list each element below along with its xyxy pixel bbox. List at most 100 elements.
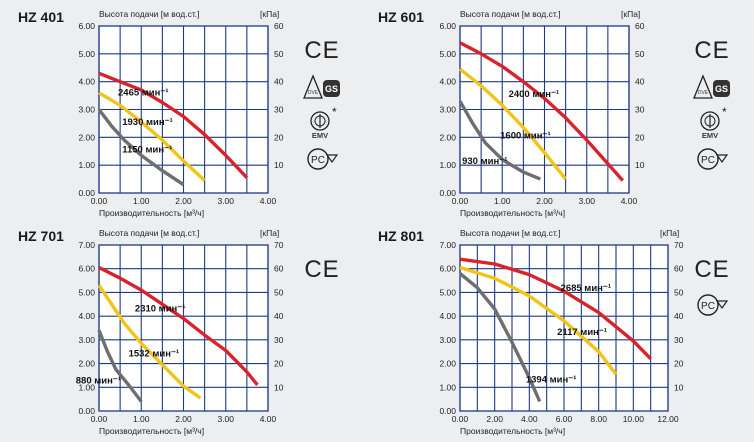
y-tick-label: 7.00 xyxy=(78,240,95,250)
svg-text:CE: CE xyxy=(304,37,339,64)
y2-tick-label: 10 xyxy=(274,382,284,392)
x-tick-label: 3.00 xyxy=(578,196,595,206)
y-tick-label: 1.00 xyxy=(78,160,95,170)
x-tick-label: 3.00 xyxy=(217,196,234,206)
y-tick-label: 5.00 xyxy=(439,49,456,59)
y2-tick-label: 20 xyxy=(274,132,284,142)
x-tick-label: 4.00 xyxy=(260,414,277,424)
y2-tick-label: 60 xyxy=(674,264,684,274)
series-curve xyxy=(458,67,567,181)
y-axis-label: Высота подачи [м вод.ст.] xyxy=(99,9,200,19)
plot-frame xyxy=(459,25,630,194)
y2-tick-label: 40 xyxy=(274,77,284,87)
y-tick-label: 3.00 xyxy=(78,335,95,345)
y2-axis-label: [кПа] xyxy=(260,9,279,19)
y-tick-label: 4.00 xyxy=(78,77,95,87)
y-tick-label: 1.00 xyxy=(78,382,95,392)
x-tick-label: 1.00 xyxy=(133,414,150,424)
y2-tick-label: 20 xyxy=(674,359,684,369)
y2-tick-label: 40 xyxy=(274,311,284,321)
series-label: 1150 мин⁻¹ xyxy=(122,145,172,156)
y2-tick-label: 20 xyxy=(274,359,284,369)
svg-text:CE: CE xyxy=(694,256,729,283)
model-title: HZ 801 xyxy=(378,228,424,244)
x-tick-label: 2.00 xyxy=(536,196,553,206)
x-axis-label: Производительность [м³/ч] xyxy=(99,426,204,436)
y-tick-label: 5.00 xyxy=(78,287,95,297)
svg-text:PC: PC xyxy=(701,155,715,166)
y2-axis-label: [кПа] xyxy=(660,228,679,238)
y2-tick-label: 10 xyxy=(635,160,645,170)
ce-mark-icon: CE xyxy=(694,37,729,64)
x-axis-label: Производительность [м³/ч] xyxy=(460,426,565,436)
y-tick-label: 6.00 xyxy=(78,21,95,31)
series-label: 930 мин⁻¹ xyxy=(462,156,507,167)
chart-panel-hz-701: HZ 701 0.00 1.00 2.00 3.00 4.00 5.00 6.00 7.00 10… xyxy=(18,228,339,436)
y-tick-label: 5.00 xyxy=(439,287,456,297)
series-label: 2117 мин⁻¹ xyxy=(557,327,607,338)
y2-tick-label: 20 xyxy=(635,132,645,142)
series-curve xyxy=(459,257,652,360)
svg-text:*: * xyxy=(722,105,727,119)
svg-text:*: * xyxy=(332,105,337,119)
series-label: 1600 мин⁻¹ xyxy=(500,131,551,142)
y2-tick-label: 70 xyxy=(674,240,684,250)
y-tick-label: 0.00 xyxy=(439,406,456,416)
svg-text:GS: GS xyxy=(325,84,338,94)
series-curve xyxy=(459,265,618,376)
y-axis-label: Высота подачи [м вод.ст.] xyxy=(99,228,200,238)
y2-tick-label: 10 xyxy=(674,382,684,392)
series-curve xyxy=(458,272,542,403)
model-title: HZ 601 xyxy=(378,9,424,25)
series-label: 2685 мин⁻¹ xyxy=(561,283,612,294)
svg-text:DVE: DVE xyxy=(698,90,709,96)
x-axis-label: Производительность [м³/ч] xyxy=(99,208,204,218)
x-tick-label: 0.00 xyxy=(452,196,469,206)
y-tick-label: 3.00 xyxy=(439,335,456,345)
series-label: 1394 мин⁻¹ xyxy=(526,375,577,386)
series-curve xyxy=(98,91,206,182)
series-label: 880 мин⁻¹ xyxy=(76,376,121,387)
x-tick-label: 4.00 xyxy=(621,196,638,206)
x-tick-label: 12.00 xyxy=(657,414,679,424)
y2-tick-label: 30 xyxy=(635,105,645,115)
x-tick-label: 2.00 xyxy=(486,414,503,424)
x-tick-label: 4.00 xyxy=(260,196,277,206)
y-tick-label: 7.00 xyxy=(439,240,456,250)
y2-tick-label: 50 xyxy=(274,49,284,59)
series-curve xyxy=(97,329,143,403)
series-label: 1532 мин⁻¹ xyxy=(129,348,180,359)
svg-text:DVE: DVE xyxy=(308,90,319,96)
series-label: 2465 мин⁻¹ xyxy=(118,88,169,99)
y-tick-label: 4.00 xyxy=(78,311,95,321)
x-tick-label: 0.00 xyxy=(91,414,108,424)
svg-text:CE: CE xyxy=(694,37,729,64)
y-tick-label: 6.00 xyxy=(439,264,456,274)
y-tick-label: 0.00 xyxy=(78,406,95,416)
series-label: 2310 мин⁻¹ xyxy=(135,303,186,314)
svg-text:GS: GS xyxy=(715,84,728,94)
y2-tick-label: 30 xyxy=(274,105,284,115)
x-tick-label: 6.00 xyxy=(556,414,573,424)
y2-tick-label: 10 xyxy=(274,160,284,170)
y2-tick-label: 70 xyxy=(274,240,284,250)
y-tick-label: 3.00 xyxy=(78,105,95,115)
y2-tick-label: 30 xyxy=(674,335,684,345)
ce-mark-icon: CE xyxy=(304,37,339,64)
pct-mark-icon: PC xyxy=(307,148,339,170)
svg-text:EMV: EMV xyxy=(312,131,328,140)
x-tick-label: 10.00 xyxy=(623,414,645,424)
svg-text:PC: PC xyxy=(701,301,715,312)
y2-axis-label: [кПа] xyxy=(260,228,279,238)
model-title: HZ 401 xyxy=(18,9,64,25)
y2-axis-label: [кПа] xyxy=(621,9,640,19)
y-tick-label: 4.00 xyxy=(439,311,456,321)
y-tick-label: 2.00 xyxy=(439,132,456,142)
y-tick-label: 2.00 xyxy=(78,359,95,369)
series-curve xyxy=(98,71,249,179)
x-tick-label: 2.00 xyxy=(175,196,192,206)
series-curve xyxy=(459,41,624,182)
plot-frame xyxy=(98,244,269,412)
y2-tick-label: 60 xyxy=(274,264,284,274)
